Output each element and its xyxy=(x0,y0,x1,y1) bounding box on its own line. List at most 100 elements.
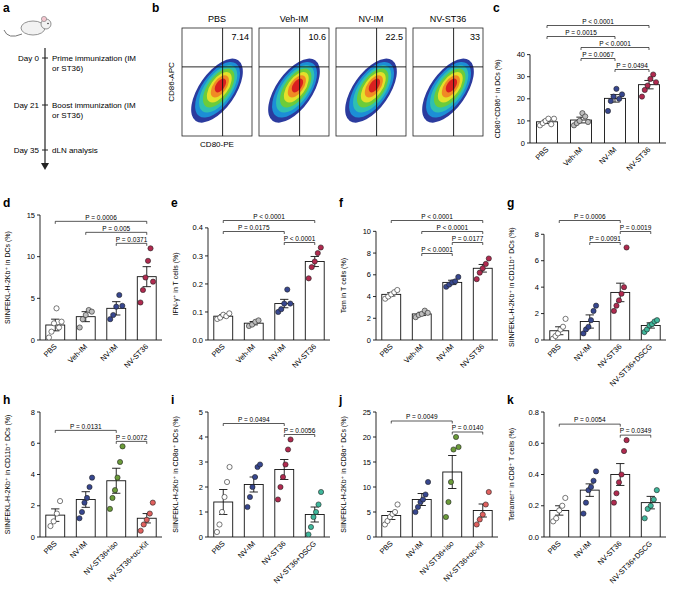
p-value: P = 0.0349 xyxy=(620,427,652,434)
y-tick xyxy=(373,253,376,254)
data-point xyxy=(285,447,290,452)
y-tick xyxy=(541,474,544,475)
y-tick-label: 0.1 xyxy=(193,308,203,317)
y-tick-label: 1 xyxy=(199,508,203,517)
error-cap xyxy=(280,459,288,460)
panel-letter: f xyxy=(339,196,344,210)
bar xyxy=(107,481,126,537)
axis-title: SIINFEKL-H-2Kb⁺ in CD8α⁺ DCs (%) xyxy=(172,416,180,532)
data-point xyxy=(83,312,88,317)
category-label: PBS xyxy=(210,342,227,359)
category-label: NV-ST36 xyxy=(458,342,486,370)
flow-plot: NV-IM22.5 xyxy=(335,14,407,136)
bracket xyxy=(547,26,649,29)
gate-line xyxy=(259,66,329,67)
density-contour xyxy=(413,50,483,131)
data-point xyxy=(282,301,287,306)
significance: P = 0.0494 xyxy=(223,416,284,426)
data-point xyxy=(308,524,313,529)
density xyxy=(259,50,329,131)
bar xyxy=(244,485,263,538)
significance: P = 0.0177 xyxy=(452,235,484,245)
data-point xyxy=(583,114,588,119)
y-tick-label: 2 xyxy=(367,314,371,323)
density-contour xyxy=(268,59,321,119)
data-point xyxy=(115,475,120,480)
flow-plot: Veh-IM10.6 xyxy=(258,14,330,136)
category-label: PBS xyxy=(42,342,59,359)
bracket xyxy=(581,48,649,51)
panel-f: f0246810PBSVeh-IMNV-IMNV-ST36Tem in T ce… xyxy=(339,196,498,370)
data-point xyxy=(645,83,650,88)
density-contour xyxy=(207,72,232,100)
text-line: or ST36) xyxy=(52,64,83,73)
density-contour xyxy=(279,68,314,107)
panel-i: i012345PBSNV-IMNV-ST36NV-ST36+DSCGSIINFE… xyxy=(171,393,330,585)
data-point xyxy=(591,308,596,313)
p-value: P < 0.0001 xyxy=(421,246,453,253)
p-value: P < 0.0001 xyxy=(253,213,285,220)
y-tick xyxy=(541,443,544,444)
error-cap xyxy=(280,299,288,300)
category-label: NV-IM xyxy=(572,539,593,560)
significance: P = 0.0006 xyxy=(55,214,147,224)
data-point xyxy=(214,529,219,534)
y-tick xyxy=(527,143,530,144)
bracket xyxy=(547,37,615,40)
data-point xyxy=(227,311,232,316)
y-tick xyxy=(205,227,208,228)
data-point xyxy=(611,94,616,99)
bracket xyxy=(391,421,452,424)
data-point xyxy=(583,500,588,505)
y-tick-label: 10 xyxy=(363,227,371,236)
data-point xyxy=(577,118,582,123)
data-point xyxy=(252,474,257,479)
data-point xyxy=(619,472,624,477)
text-line: or ST36) xyxy=(52,111,83,120)
y-tick-label: 0.0 xyxy=(529,533,539,542)
axis-title: SIINFEKL-H-2Kb⁺ in CD11b⁺ DCs (%) xyxy=(4,415,12,535)
data-point xyxy=(563,495,568,500)
error-cap xyxy=(82,491,90,492)
category-label: NV-IM xyxy=(68,539,89,560)
error-bar xyxy=(644,80,653,88)
p-value: P = 0.0054 xyxy=(574,416,606,423)
y-tick-label: 0 xyxy=(521,139,525,148)
bracket xyxy=(620,435,651,438)
error-cap xyxy=(51,319,59,320)
category-label: NV-IM xyxy=(267,342,288,363)
y-tick-label: 25 xyxy=(363,408,371,417)
error-cap xyxy=(448,455,456,456)
p-value: P = 0.0091 xyxy=(589,235,621,242)
category-label: NV-IM xyxy=(99,342,120,363)
timeline-arrow xyxy=(41,163,49,170)
data-marks xyxy=(382,434,492,537)
error-cap xyxy=(250,492,258,493)
error-bar xyxy=(143,267,151,287)
data-point xyxy=(451,447,456,452)
error-cap xyxy=(82,507,90,508)
data-point xyxy=(549,122,554,127)
error-cap xyxy=(616,463,624,464)
y-tick-label: 10 xyxy=(27,252,35,261)
panel-letter: d xyxy=(3,196,10,210)
data-point xyxy=(318,245,323,250)
y-tick-label: 30 xyxy=(517,72,525,81)
data-point xyxy=(654,318,659,323)
gate-line xyxy=(222,28,223,136)
p-value: P < 0.0001 xyxy=(582,18,614,25)
panel-letter: g xyxy=(507,196,514,210)
bar xyxy=(604,98,625,143)
y-tick xyxy=(541,505,544,506)
y-tick xyxy=(37,443,40,444)
y-tick xyxy=(205,437,208,438)
error-cap xyxy=(586,496,594,497)
y-tick-label: 15 xyxy=(27,211,35,220)
p-value: P = 0.005 xyxy=(102,225,130,232)
density-contour xyxy=(438,72,463,100)
data-point xyxy=(144,517,149,522)
data-point xyxy=(446,499,451,504)
data-point xyxy=(279,307,284,312)
data-point xyxy=(443,514,448,519)
y-tick-label: 6 xyxy=(535,256,539,265)
